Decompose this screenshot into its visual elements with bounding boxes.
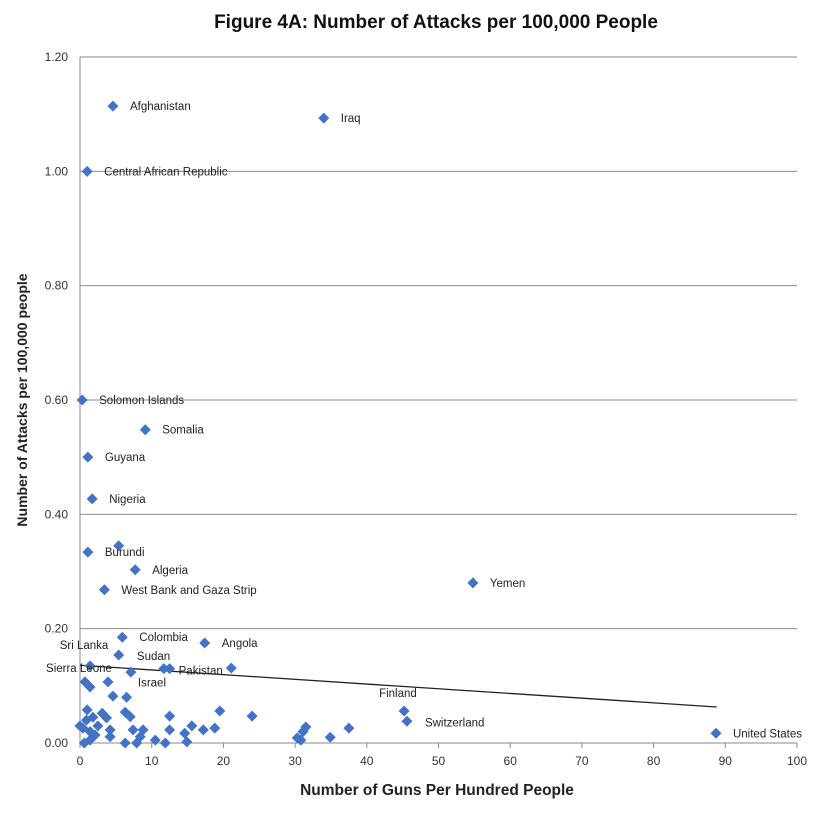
data-label: Afghanistan: [130, 101, 191, 113]
x-axis-label: Number of Guns Per Hundred People: [300, 782, 574, 799]
x-tick-label: 60: [504, 754, 518, 768]
data-point: [113, 540, 125, 552]
x-tick-label: 10: [145, 754, 159, 768]
data-label: Sri Lanka: [60, 640, 109, 652]
data-label: Guyana: [105, 452, 146, 464]
data-point: [131, 737, 143, 749]
data-point-afghanistan: [107, 100, 119, 112]
data-point-yemen: [467, 577, 479, 589]
data-label: Pakistan: [179, 666, 223, 678]
data-label: Iraq: [341, 113, 361, 125]
data-label: United States: [733, 728, 802, 740]
data-point: [104, 724, 116, 736]
data-point: [343, 722, 355, 734]
data-label: Burundi: [105, 547, 145, 559]
data-label: Colombia: [139, 632, 188, 644]
data-point: [121, 691, 133, 703]
data-label: Finland: [379, 688, 417, 700]
data-label: Yemen: [490, 578, 525, 590]
data-point-guyana: [82, 451, 94, 463]
data-point: [74, 720, 86, 732]
data-label: West Bank and Gaza Strip: [121, 585, 256, 597]
y-tick-label: 0.80: [45, 279, 69, 293]
data-point-iraq: [318, 112, 330, 124]
data-point-nigeria: [86, 493, 98, 505]
data-point: [209, 722, 221, 734]
data-point-colombia: [116, 631, 128, 643]
x-tick-label: 50: [432, 754, 446, 768]
data-point: [81, 704, 93, 716]
data-point-somalia: [139, 424, 151, 436]
y-tick-label: 0.00: [45, 736, 69, 750]
data-point-united-states: [710, 727, 722, 739]
data-point-sierra-leone: [84, 660, 96, 672]
x-tick-label: 40: [360, 754, 374, 768]
data-label: Sierra Leone: [46, 663, 112, 675]
data-point: [164, 710, 176, 722]
data-point: [246, 710, 258, 722]
x-tick-label: 0: [77, 754, 84, 768]
data-point: [84, 734, 96, 746]
data-point: [92, 720, 104, 732]
data-point: [102, 676, 114, 688]
data-point: [104, 731, 116, 743]
data-label: Solomon Islands: [99, 395, 184, 407]
data-point: [179, 727, 191, 739]
data-point-switzerland: [401, 715, 413, 727]
data-point-sri-lanka: [113, 649, 125, 661]
data-point-pakistan: [164, 663, 176, 675]
data-point: [119, 706, 131, 718]
y-axis-label: Number of Attacks per 100,000 people: [14, 273, 30, 526]
data-point: [124, 711, 136, 723]
x-tick-label: 80: [647, 754, 661, 768]
data-point: [300, 721, 312, 733]
data-label: Nigeria: [109, 494, 146, 506]
data-label: Central African Republic: [104, 166, 228, 178]
x-tick-label: 20: [217, 754, 231, 768]
data-point-israel: [158, 663, 170, 675]
data-point: [149, 734, 161, 746]
data-point: [186, 720, 198, 732]
data-point: [80, 714, 92, 726]
data-point-algeria: [129, 564, 141, 576]
data-point-burundi: [82, 546, 94, 558]
x-tick-label: 100: [787, 754, 807, 768]
data-label: Somalia: [162, 425, 204, 437]
x-tick-label: 90: [719, 754, 733, 768]
data-point: [295, 734, 307, 746]
data-point: [101, 712, 113, 724]
data-label: Israel: [138, 678, 166, 690]
trendline: [79, 664, 717, 708]
data-point: [214, 705, 226, 717]
data-point: [127, 724, 139, 736]
y-tick-label: 0.40: [45, 507, 69, 521]
data-label: Algeria: [152, 565, 188, 577]
data-point-angola: [199, 637, 211, 649]
data-point-finland: [398, 705, 410, 717]
data-point: [164, 724, 176, 736]
data-point: [197, 724, 209, 736]
data-label: Sudan: [137, 651, 170, 663]
data-point-solomon-islands: [76, 394, 88, 406]
y-tick-label: 0.60: [45, 393, 69, 407]
x-tick-label: 70: [575, 754, 589, 768]
data-point: [181, 736, 193, 748]
data-point: [324, 731, 336, 743]
data-label: Angola: [222, 638, 258, 650]
data-point-west-bank-and-gaza-strip: [98, 584, 110, 596]
data-point: [159, 737, 171, 749]
data-label: Switzerland: [425, 717, 484, 729]
x-tick-label: 30: [288, 754, 302, 768]
data-point: [107, 690, 119, 702]
y-tick-label: 1.20: [45, 50, 69, 64]
chart-title: Figure 4A: Number of Attacks per 100,000…: [214, 12, 658, 33]
data-point-sudan: [125, 666, 137, 678]
y-tick-label: 0.20: [45, 622, 69, 636]
data-point: [119, 737, 131, 749]
data-point: [225, 662, 237, 674]
y-tick-label: 1.00: [45, 164, 69, 178]
data-point-central-african-republic: [81, 165, 93, 177]
data-point: [84, 681, 96, 693]
